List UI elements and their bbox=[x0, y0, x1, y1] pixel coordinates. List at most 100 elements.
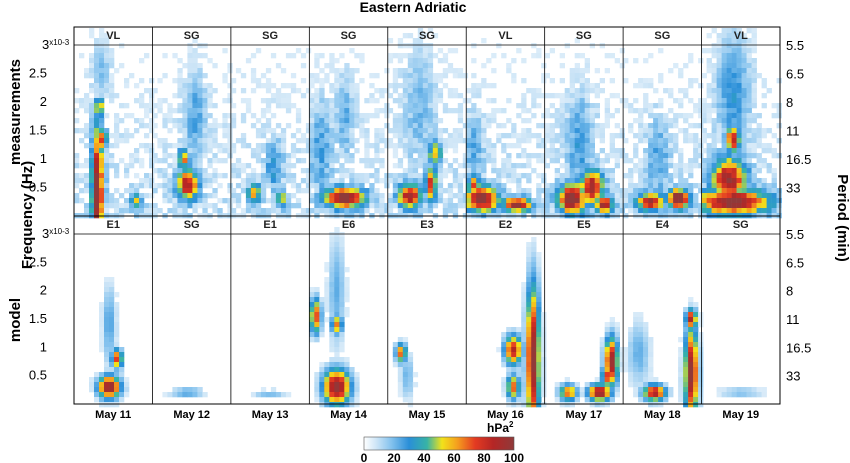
heatmap-cell bbox=[74, 128, 80, 134]
heatmap-panel-model-3 bbox=[250, 387, 292, 398]
heatmap-cell bbox=[599, 133, 605, 139]
heatmap-cell bbox=[324, 302, 330, 308]
heatmap-cell bbox=[541, 158, 547, 164]
heatmap-cell bbox=[462, 173, 469, 179]
heatmap-cell bbox=[250, 88, 257, 94]
heatmap-cell bbox=[594, 163, 600, 169]
heatmap-cell bbox=[172, 93, 178, 99]
heatmap-cell bbox=[501, 158, 507, 164]
heatmap-cell bbox=[609, 332, 615, 338]
heatmap-cell bbox=[559, 53, 565, 59]
heatmap-cell bbox=[167, 178, 173, 184]
heatmap-cell bbox=[776, 198, 782, 204]
heatmap-cell bbox=[736, 148, 742, 154]
heatmap-cell bbox=[486, 98, 492, 104]
heatmap-cell bbox=[402, 33, 409, 39]
heatmap-cell bbox=[162, 118, 168, 124]
heatmap-cell bbox=[280, 392, 287, 398]
heatmap-cell bbox=[569, 173, 575, 179]
heatmap-cell bbox=[604, 173, 610, 179]
heatmap-cell bbox=[531, 133, 537, 139]
heatmap-cell bbox=[109, 282, 115, 288]
heatmap-cell bbox=[531, 362, 537, 368]
heatmap-cell bbox=[285, 178, 292, 184]
heatmap-cell bbox=[364, 113, 370, 119]
heatmap-cell bbox=[280, 173, 287, 179]
heatmap-cell bbox=[309, 78, 315, 84]
heatmap-cell bbox=[114, 392, 120, 398]
heatmap-cell bbox=[422, 208, 429, 214]
heatmap-cell bbox=[658, 178, 664, 184]
heatmap-cell bbox=[751, 387, 757, 393]
heatmap-cell bbox=[265, 83, 272, 89]
heatmap-cell bbox=[746, 178, 752, 184]
heatmap-cell bbox=[521, 377, 527, 383]
heatmap-cell bbox=[541, 332, 547, 338]
heatmap-cell bbox=[706, 198, 712, 204]
heatmap-cell bbox=[741, 203, 747, 209]
heatmap-cell bbox=[638, 208, 644, 214]
heatmap-cell bbox=[427, 68, 434, 74]
heatmap-cell bbox=[412, 123, 419, 129]
heatmap-cell bbox=[182, 118, 188, 124]
heatmap-cell bbox=[339, 198, 345, 204]
heatmap-cell bbox=[541, 322, 547, 328]
heatmap-cell bbox=[177, 208, 183, 214]
heatmap-cell bbox=[295, 148, 302, 154]
heatmap-cell bbox=[706, 103, 712, 109]
heatmap-cell bbox=[526, 138, 532, 144]
heatmap-cell bbox=[354, 203, 360, 209]
heatmap-cell bbox=[549, 188, 555, 194]
heatmap-cell bbox=[149, 93, 155, 99]
heatmap-cell bbox=[614, 387, 620, 393]
heatmap-cell bbox=[614, 347, 620, 353]
heatmap-cell bbox=[731, 73, 737, 79]
heatmap-cell bbox=[771, 168, 777, 174]
heatmap-cell bbox=[309, 193, 315, 199]
heatmap-cell bbox=[172, 143, 178, 149]
heatmap-cell bbox=[379, 128, 385, 134]
heatmap-cell bbox=[412, 143, 419, 149]
heatmap-cell bbox=[506, 352, 512, 358]
heatmap-cell bbox=[329, 382, 335, 388]
heatmap-cell bbox=[79, 98, 85, 104]
heatmap-cell bbox=[104, 337, 110, 343]
heatmap-cell bbox=[711, 153, 717, 159]
heatmap-cell bbox=[329, 327, 335, 333]
heatmap-cell bbox=[476, 128, 482, 134]
heatmap-cell bbox=[766, 203, 772, 209]
heatmap-cell bbox=[300, 208, 307, 214]
heatmap-cell bbox=[432, 193, 439, 199]
heatmap-cell bbox=[521, 282, 527, 288]
heatmap-cell bbox=[84, 173, 90, 179]
heatmap-cell bbox=[192, 143, 198, 149]
heatmap-cell bbox=[536, 307, 542, 313]
heatmap-cell bbox=[334, 317, 340, 323]
heatmap-cell bbox=[526, 277, 532, 283]
heatmap-cell bbox=[746, 68, 752, 74]
heatmap-cell bbox=[212, 178, 218, 184]
heatmap-cell bbox=[109, 347, 115, 353]
heatmap-cell bbox=[255, 198, 262, 204]
heatmap-cell bbox=[756, 168, 762, 174]
heatmap-cell bbox=[74, 88, 80, 94]
heatmap-cell bbox=[109, 193, 115, 199]
heatmap-cell bbox=[569, 203, 575, 209]
heatmap-cell bbox=[412, 158, 419, 164]
heatmap-cell bbox=[402, 188, 409, 194]
heatmap-cell bbox=[344, 372, 350, 378]
heatmap-cell bbox=[604, 203, 610, 209]
heatmap-cell bbox=[99, 327, 105, 333]
heatmap-cell bbox=[526, 153, 532, 159]
heatmap-cell bbox=[339, 302, 345, 308]
heatmap-cell bbox=[653, 143, 659, 149]
heatmap-cell bbox=[447, 203, 454, 209]
heatmap-cell bbox=[693, 183, 699, 189]
heatmap-cell bbox=[526, 332, 532, 338]
heatmap-cell bbox=[167, 128, 173, 134]
heatmap-cell bbox=[491, 98, 497, 104]
heatmap-cell bbox=[309, 128, 315, 134]
heatmap-cell bbox=[663, 387, 669, 393]
heatmap-cell bbox=[99, 337, 105, 343]
heatmap-cell bbox=[736, 93, 742, 99]
